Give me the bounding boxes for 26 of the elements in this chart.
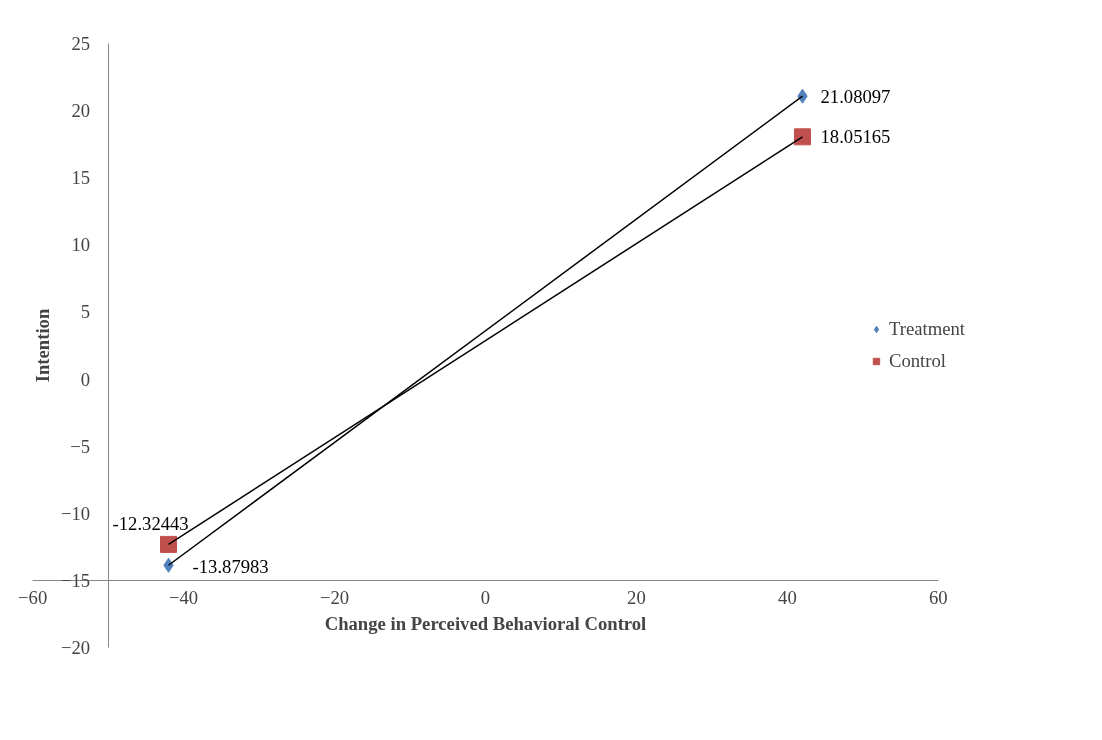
point [160,535,178,553]
x-tick-label: −40 [169,587,199,609]
x-tick-label: −60 [18,587,48,609]
point [793,128,811,146]
data-label: 18.05165 [820,126,891,148]
x-tick-label: 40 [778,587,797,609]
data-label: 21.08097 [820,85,891,107]
y-tick-label: 0 [80,368,91,390]
x-tick-label: 0 [480,587,491,609]
y-tick-label: 25 [71,33,91,55]
x-tick-label: 20 [627,587,646,609]
x-tick-label: −20 [319,587,350,609]
x-axis-title: Change in Perceived Behavioral Control [324,612,647,634]
y-tick-label: 10 [71,234,91,256]
x-tick-label: 60 [929,587,948,609]
y-tick-label: 15 [71,167,91,189]
y-tick-label: −20 [60,636,91,658]
y-axis-title: Intention [32,308,54,383]
y-tick-label: 5 [80,301,91,323]
data-label: -13.87983 [192,555,269,577]
data-label: -12.32443 [112,513,189,535]
legend-label: Control [888,350,946,372]
legend-label: Treatment [888,318,965,340]
y-tick-label: −10 [60,502,91,524]
y-tick-label: 20 [71,100,91,122]
y-tick-label: −5 [70,435,91,457]
